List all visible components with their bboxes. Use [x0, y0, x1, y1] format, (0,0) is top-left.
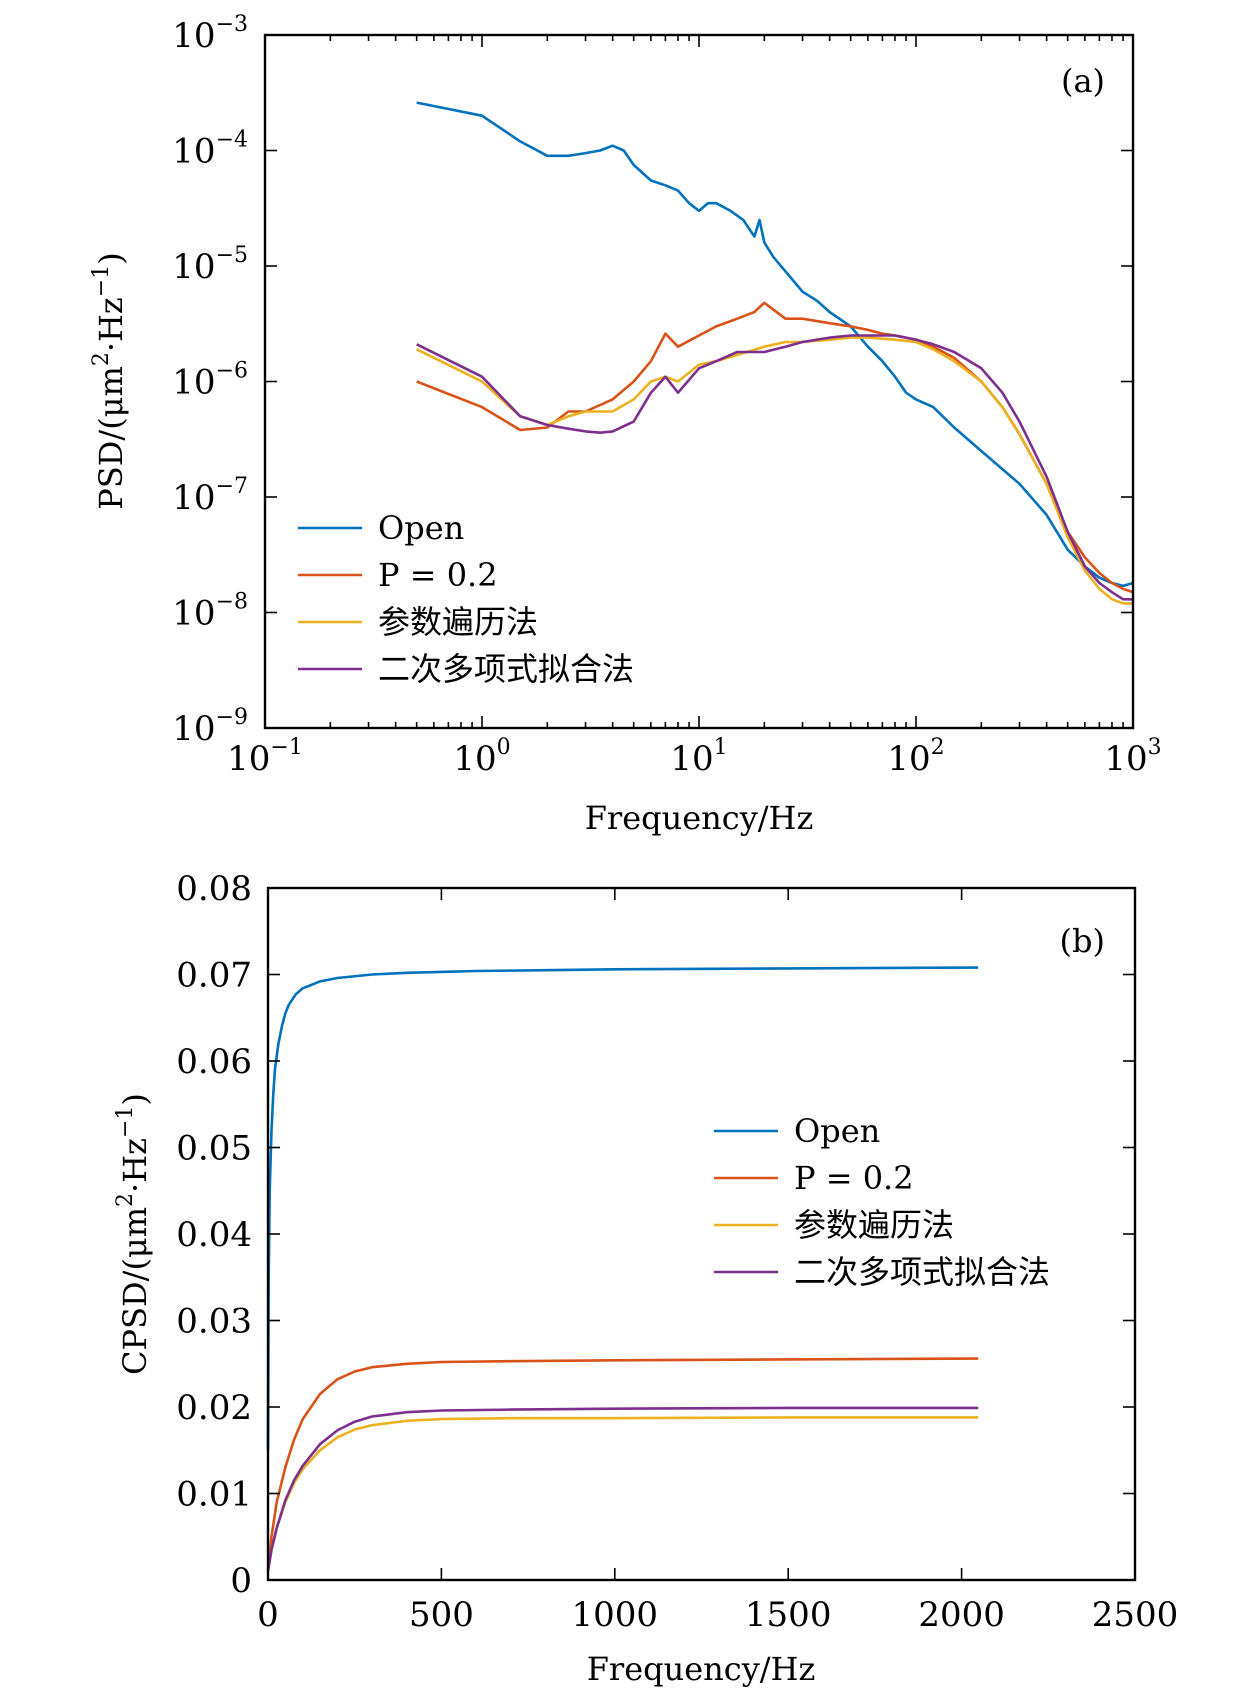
panel-a-psd-chart: 10−1 100 101 102 103 10−3 10−4 10−5 10−6 10−7 10−8… [89, 12, 1162, 837]
panel-b-x-tick-label: 0 [257, 1595, 279, 1635]
legend-label-3: 二次多项式拟合法 [794, 1253, 1050, 1291]
panel-a-series-group [416, 101, 1134, 605]
panel-b-series-line-1 [266, 1357, 979, 1572]
panel-b-series-line-3 [266, 1406, 979, 1572]
panel-a-x-tick-label: 10−1 [227, 735, 303, 779]
panel-a-ticks: 10−1 100 101 102 103 10−3 10−4 10−5 10−6 10−7 10−8… [172, 12, 1161, 779]
panel-a-tag: (a) [1061, 62, 1105, 100]
panel-a-x-tick-label: 101 [670, 735, 727, 779]
panel-a-y-tick-label: 10−3 [172, 12, 248, 56]
legend-label-0: Open [794, 1112, 880, 1150]
panel-a-y-tick-label: 10−9 [172, 705, 248, 749]
panel-a-series-line-2 [416, 336, 1133, 605]
panel-b-series-line-0 [266, 966, 979, 1451]
panel-a-x-tick-label: 103 [1104, 735, 1161, 779]
panel-a-y-tick-label: 10−7 [172, 474, 248, 518]
panel-b-y-tick-label: 0.03 [176, 1302, 252, 1342]
panel-a-series-line-0 [416, 101, 1134, 588]
panel-b-y-axis-label: CPSD/(μm2·Hz−1) [113, 1093, 154, 1375]
panel-b-ticks: 0 500 1000 1500 2000 2500 0 0.01 0.02 0.03 0.04 0.0… [176, 869, 1178, 1635]
legend-label-2: 参数遍历法 [378, 603, 538, 641]
panel-b-cpsd-chart: 0 500 1000 1500 2000 2500 0 0.01 0.02 0.03 0.04 0.0… [113, 869, 1178, 1688]
panel-b-tag: (b) [1060, 922, 1105, 960]
panel-a-x-axis-label: Frequency/Hz [585, 799, 814, 837]
panel-b-y-tick-label: 0.05 [176, 1129, 252, 1169]
legend-label-1: P = 0.2 [378, 556, 498, 594]
panel-a-x-tick-label: 100 [453, 735, 510, 779]
panel-b-y-tick-label: 0.07 [176, 956, 252, 996]
panel-b-x-tick-label: 1500 [745, 1595, 832, 1635]
panel-b-y-tick-label: 0.08 [176, 869, 252, 909]
panel-b-y-tick-label: 0.04 [176, 1215, 252, 1255]
legend-label-2: 参数遍历法 [794, 1206, 954, 1244]
panel-a-y-axis-label: PSD/(μm2·Hz−1) [89, 252, 130, 509]
legend-label-3: 二次多项式拟合法 [378, 650, 634, 688]
legend-label-0: Open [378, 509, 464, 547]
panel-a-series-line-3 [416, 334, 1133, 601]
panel-b-x-tick-label: 2500 [1092, 1595, 1179, 1635]
panel-b-y-tick-label: 0 [230, 1561, 252, 1601]
panel-b-y-tick-label: 0.06 [176, 1042, 252, 1082]
panel-b-series-line-2 [266, 1416, 979, 1572]
panel-b-y-tick-label: 0.01 [176, 1475, 252, 1515]
panel-b-plot-frame [266, 886, 1137, 1582]
panel-b-y-tick-label: 0.02 [176, 1388, 252, 1428]
panel-b-x-axis-label: Frequency/Hz [587, 1650, 816, 1688]
panel-a-y-tick-label: 10−5 [172, 243, 248, 287]
panel-b-x-tick-label: 2000 [918, 1595, 1005, 1635]
panel-a-y-tick-label: 10−8 [172, 590, 248, 634]
legend-label-1: P = 0.2 [794, 1159, 914, 1197]
panel-a-x-tick-label: 102 [887, 735, 944, 779]
panel-a-y-tick-label: 10−6 [172, 359, 248, 403]
panel-b-x-tick-label: 500 [409, 1595, 474, 1635]
panel-b-series-group [266, 966, 979, 1572]
panel-a-y-tick-label: 10−4 [172, 128, 248, 172]
panel-b-x-tick-label: 1000 [572, 1595, 659, 1635]
